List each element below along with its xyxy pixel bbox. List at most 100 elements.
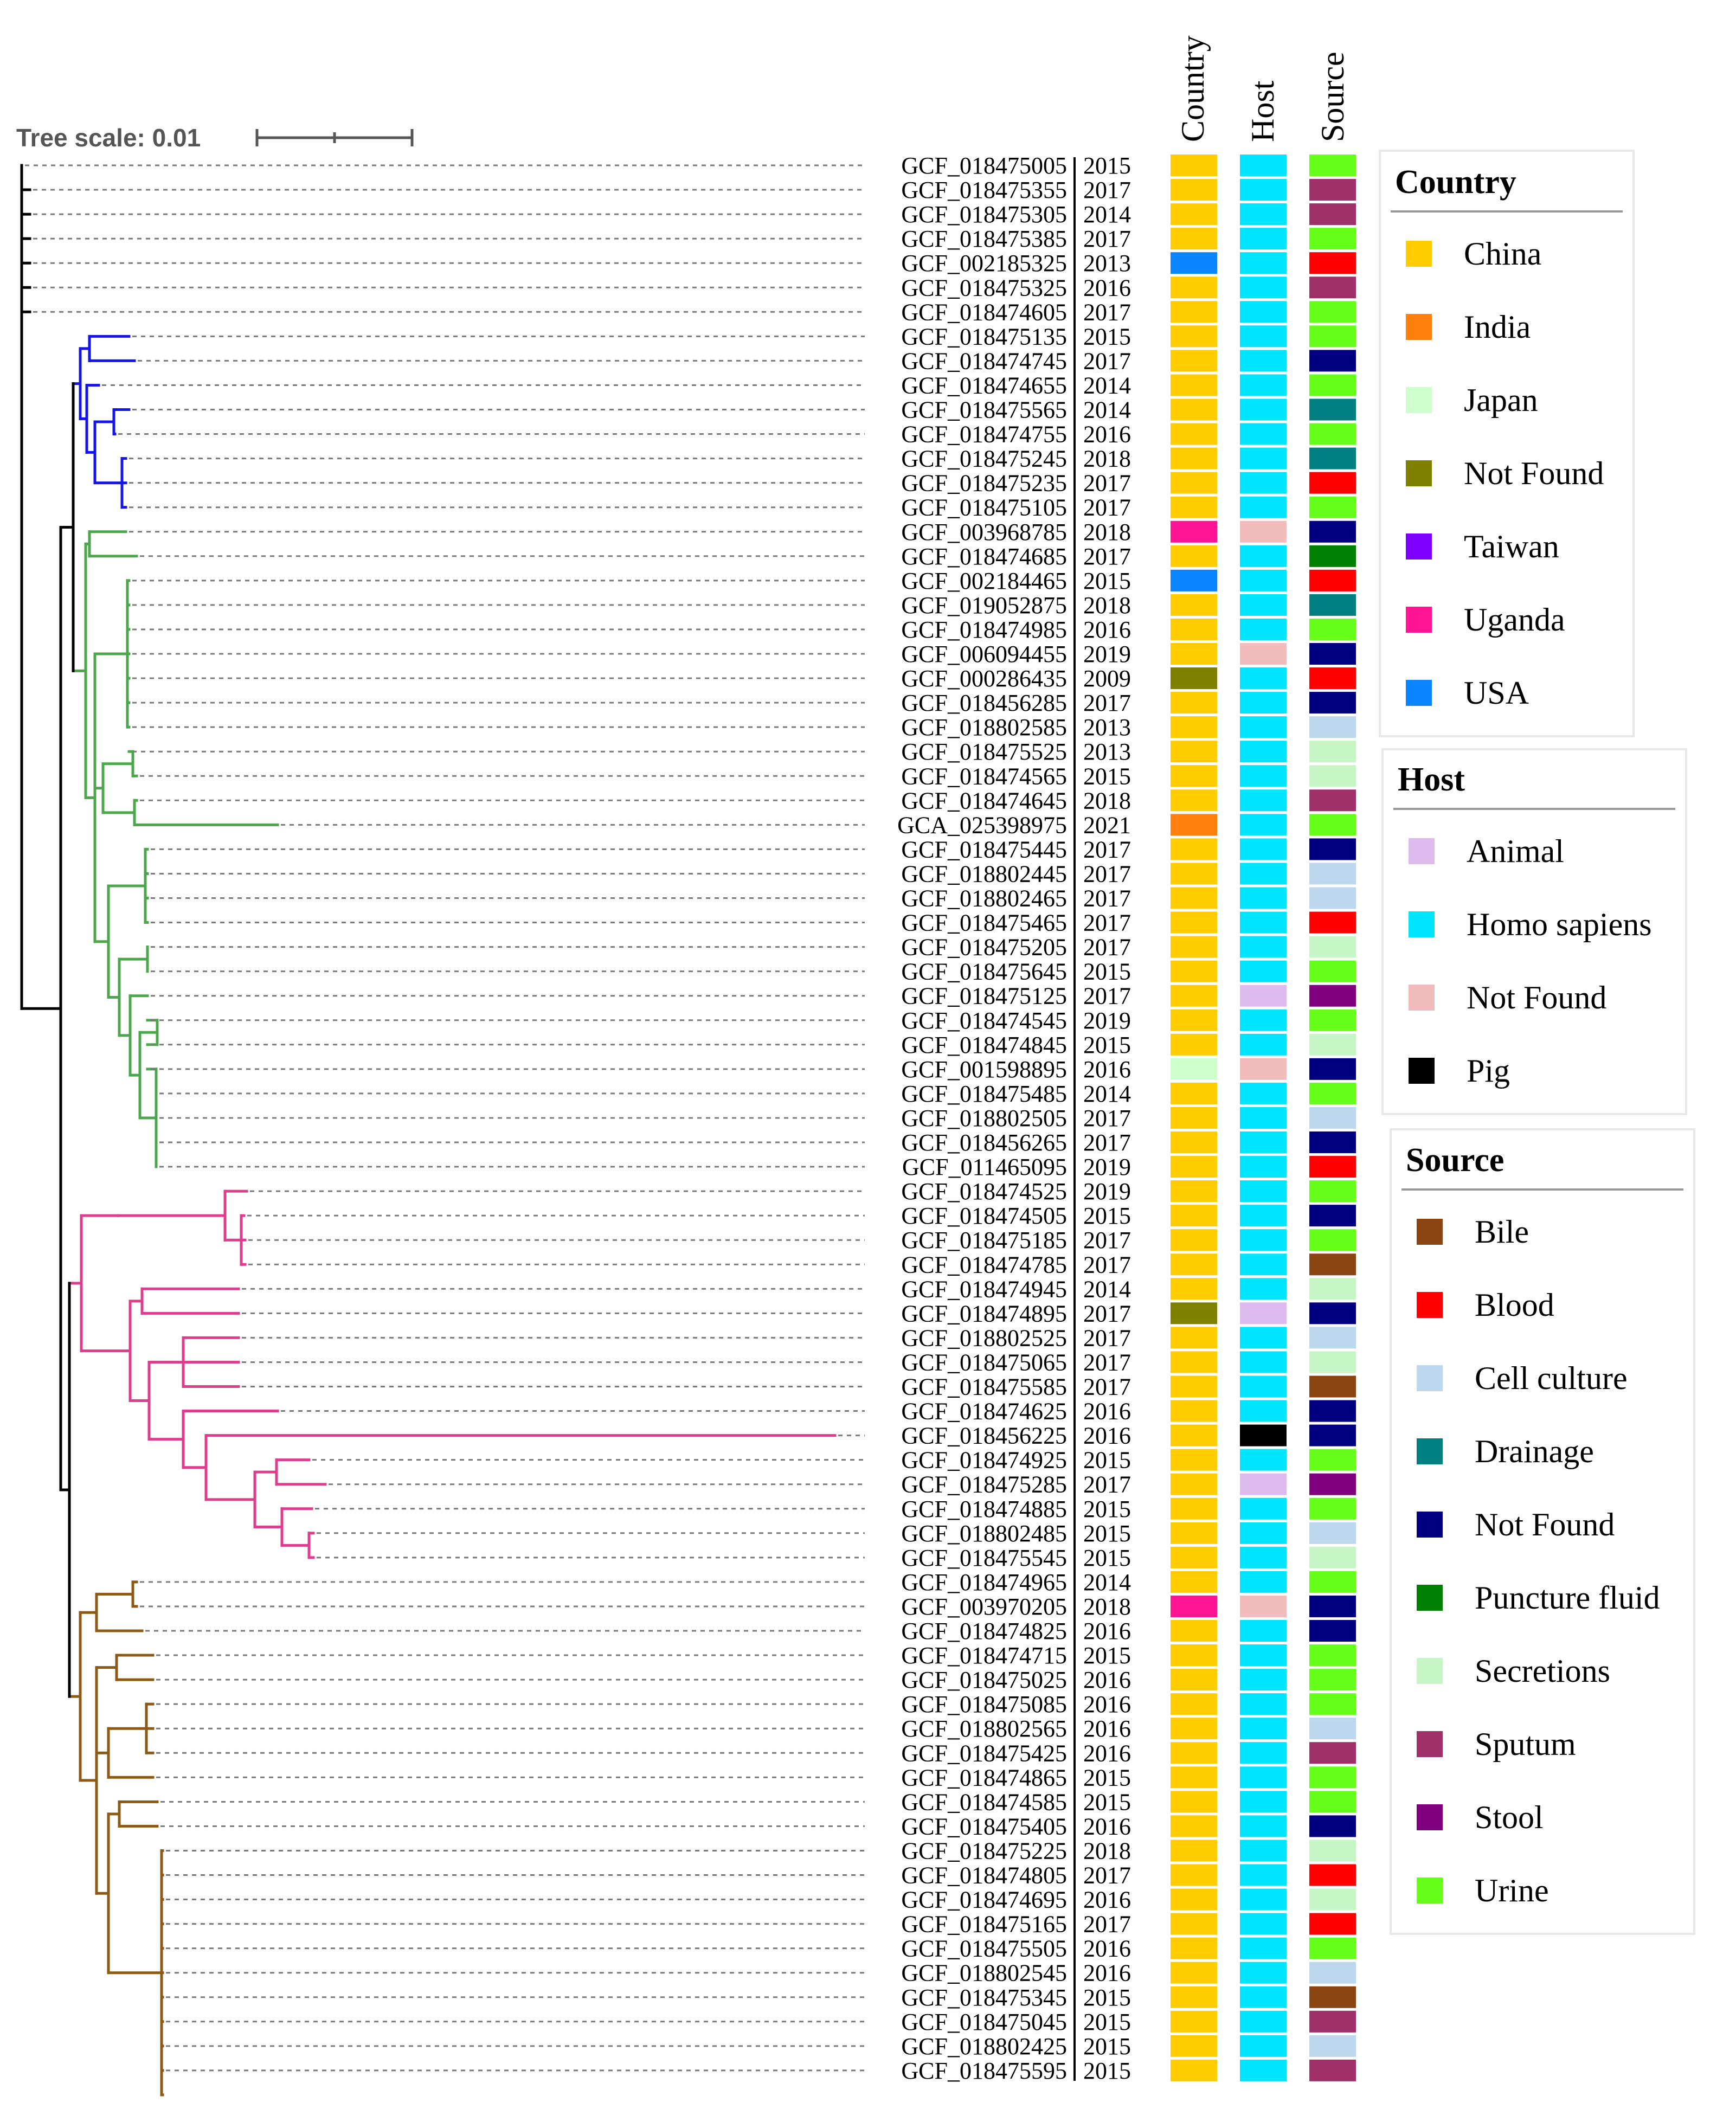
leaf-year: 2017 [1083,1471,1131,1498]
strip-host-cell [1239,837,1288,861]
leaf-row: GCF_018474805 2017 [166,1862,1357,1889]
strip-host-cell [1239,1692,1288,1716]
strip-source-cell [1308,1790,1357,1814]
leaf-year: 2015 [1083,568,1131,594]
strip-host-cell [1239,568,1288,593]
leaf-year: 2017 [1083,1105,1131,1131]
strip-country-cell [1169,1790,1218,1814]
strip-country-cell [1169,1472,1218,1496]
strip-host-cell [1239,691,1288,715]
strip-host-cell [1239,740,1288,764]
strip-source-cell [1308,1692,1357,1716]
leaf-year: 2016 [1083,1056,1131,1083]
strip-country-cell [1169,1668,1218,1692]
leaf-year: 2015 [1083,2009,1131,2035]
leaf-year: 2021 [1083,812,1131,838]
tree-scale-label: Tree scale: 0.01 [16,124,201,152]
leaf-year: 2017 [1083,910,1131,936]
leaf-year: 2017 [1083,299,1131,325]
leaf-label: GCF_018474895 [901,1300,1067,1327]
strip-source-cell [1308,397,1357,422]
strip-country-cell [1169,617,1218,641]
strip-country-cell [1169,691,1218,715]
leaf-label: GCF_018474865 [901,1764,1067,1791]
strip-host-cell [1239,1448,1288,1472]
leaf-year: 2017 [1083,494,1131,521]
leaf-year: 2016 [1083,1667,1131,1693]
strip-host-cell [1239,1570,1288,1594]
leaf-label: GCF_018475245 [901,446,1067,472]
strip-host-cell [1239,764,1288,788]
leaf-label: GCF_018475445 [901,836,1067,863]
strip-country-cell [1169,1399,1218,1423]
leaf-year: 2017 [1083,470,1131,497]
leaf-row: GCF_018475065 2017 [242,1349,1357,1375]
leaf-label: GCF_018802425 [901,2033,1067,2060]
strip-host-cell [1239,373,1288,397]
legend-swatch [1409,911,1435,937]
leaf-label: GCF_018802465 [901,885,1067,912]
leaf-row: GCF_003970205 2018 [140,1593,1357,1620]
strip-source-cell [1308,1936,1357,1960]
strip-host-cell [1239,422,1288,446]
leaf-row: GCF_018802445 2017 [151,860,1357,887]
strip-source-cell [1308,1741,1357,1765]
legend-swatch [1417,1804,1443,1830]
leaf-row: GCF_018474525 2019 [250,1178,1357,1205]
strip-host-cell [1239,1960,1288,1985]
leaf-year: 2017 [1083,348,1131,374]
strip-country-cell [1169,1692,1218,1716]
legend-item-label: Puncture fluid [1475,1580,1660,1616]
strip-source-cell [1308,861,1357,886]
strip-source-cell [1308,1204,1357,1228]
strip-host-cell [1239,1496,1288,1521]
legend-item-label: Urine [1475,1873,1549,1908]
leaf-row: GCF_018474715 2015 [156,1642,1357,1669]
strip-host-cell [1239,666,1288,691]
strip-source-cell [1308,153,1357,177]
strip-country-cell [1169,886,1218,910]
strip-source-cell [1308,544,1357,568]
leaf-year: 2019 [1083,1007,1131,1034]
legend-swatch [1406,680,1432,706]
leaf-label: GCF_018474845 [901,1032,1067,1058]
leaf-label: GCF_018475105 [901,494,1067,521]
leaf-year: 2015 [1083,1203,1131,1229]
strip-source-cell [1308,422,1357,446]
strip-host-cell [1239,1374,1288,1399]
leaf-year: 2018 [1083,519,1131,545]
strip-source-cell [1308,691,1357,715]
strip-source-cell [1308,1350,1357,1374]
strip-source-cell [1308,1081,1357,1105]
strip-country-cell [1169,935,1218,959]
leaf-label: GCF_018474715 [901,1642,1067,1669]
leaf-year: 2017 [1083,1227,1131,1253]
strip-source-cell [1308,1105,1357,1130]
strip-source-cell [1308,1985,1357,2009]
strip-country-cell [1169,422,1218,446]
strip-host-cell [1239,1545,1288,1570]
legend-item-label: Not Found [1464,455,1604,491]
leaf-row: GCF_018475325 2016 [33,274,1357,301]
leaf-row: GCF_018474655 2014 [102,372,1357,398]
strip-source-cell [1308,1521,1357,1545]
strip-source-cell [1308,1155,1357,1179]
legend-swatch [1417,1219,1443,1245]
leaf-label: GCF_018474585 [901,1789,1067,1815]
strip-source-cell [1308,1912,1357,1936]
strip-source-cell [1308,1472,1357,1496]
legend-item-label: Homo sapiens [1467,906,1652,942]
leaf-year: 2016 [1083,1813,1131,1840]
leaf-row: GCF_018475485 2014 [159,1081,1357,1107]
legend-title: Host [1398,761,1465,798]
strip-source-cell [1308,568,1357,593]
strip-source-cell [1308,813,1357,837]
strip-source-cell [1308,910,1357,935]
legend-swatch [1406,241,1432,267]
leaf-year: 2014 [1083,201,1131,228]
strip-source-cell [1308,642,1357,666]
strip-source-cell [1308,1252,1357,1277]
leaf-row: GCF_018456225 2016 [838,1423,1357,1449]
leaf-label: GCF_018475565 [901,397,1067,423]
